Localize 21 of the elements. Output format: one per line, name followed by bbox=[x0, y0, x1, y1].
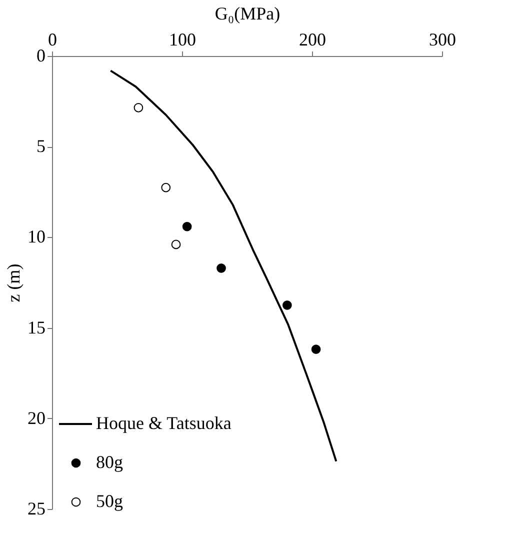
point bbox=[171, 240, 181, 250]
y-tick-label: 10 bbox=[28, 226, 46, 247]
point bbox=[134, 102, 144, 112]
point bbox=[182, 222, 192, 232]
point bbox=[161, 182, 171, 192]
y-tick-label: 0 bbox=[36, 46, 46, 66]
legend-label: 50g bbox=[96, 491, 123, 511]
x-axis-title: G₀(MPa) bbox=[214, 4, 280, 24]
y-tick-label: 5 bbox=[36, 136, 46, 156]
x-tick-label: 200 bbox=[299, 30, 326, 50]
x-tick-label: 300 bbox=[429, 30, 456, 50]
point bbox=[311, 344, 321, 354]
legend-label: Hoque & Tatsuoka bbox=[96, 413, 232, 433]
y-tick-label: 25 bbox=[28, 498, 46, 518]
y-tick-label: 20 bbox=[28, 408, 46, 428]
y-tick-label: 15 bbox=[28, 317, 46, 338]
x-tick-label: 100 bbox=[169, 30, 196, 50]
point bbox=[282, 300, 292, 310]
point bbox=[216, 264, 226, 273]
legend-label: 80g bbox=[96, 452, 123, 472]
y-axis-title: z (m) bbox=[4, 264, 24, 302]
